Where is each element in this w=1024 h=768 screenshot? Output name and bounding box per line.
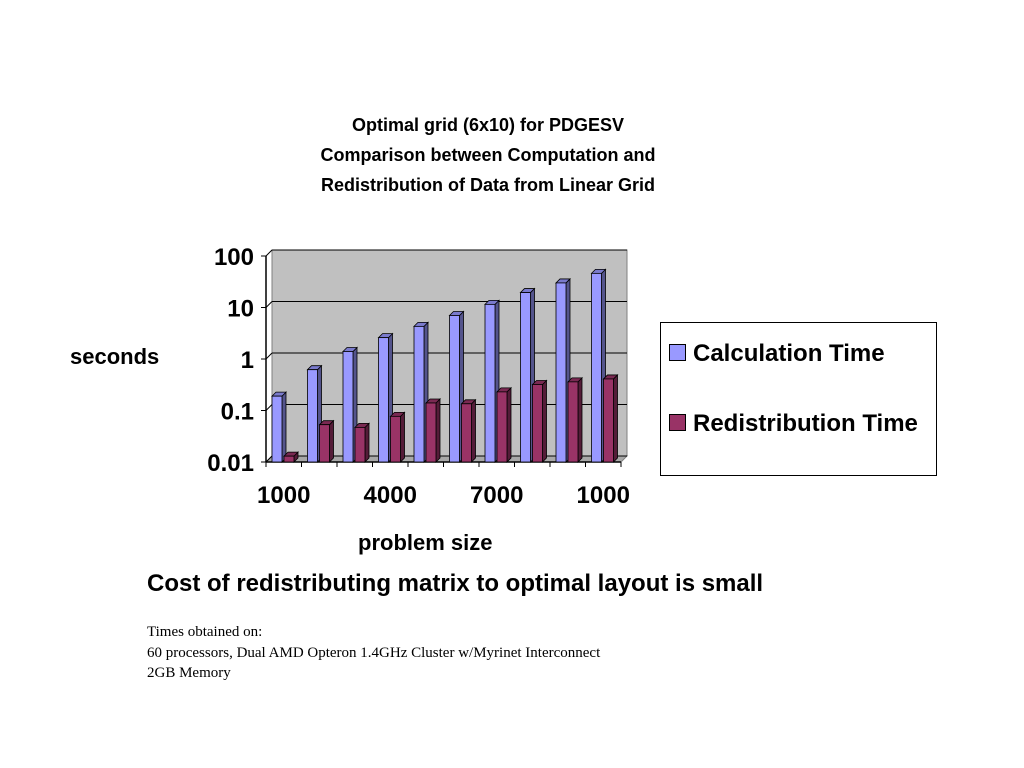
gridline-side: [265, 301, 273, 308]
calculation-bar: [591, 272, 602, 463]
legend-swatch-redistribution: [669, 414, 686, 431]
redistribution-bar: [319, 424, 330, 463]
legend: Calculation Time Redistribution Time: [660, 322, 937, 476]
calculation-bar-side: [281, 391, 287, 463]
chart-title-line-1: Optimal grid (6x10) for PDGESV: [351, 115, 625, 135]
redistribution-bar-side: [329, 419, 334, 463]
x-tick-label: 1000: [257, 482, 310, 509]
redistribution-bar: [461, 403, 472, 463]
redistribution-bar: [283, 455, 295, 463]
redistribution-bar: [603, 378, 614, 463]
redistribution-bar: [425, 402, 437, 463]
redistribution-bar: [354, 426, 366, 463]
calculation-bar: [378, 337, 389, 463]
calculation-bar: [449, 315, 460, 463]
redistribution-bar-side: [613, 373, 618, 463]
gridline-side: [265, 404, 273, 411]
x-tick-label: 1000: [577, 482, 630, 509]
y-tick-label: 1: [241, 347, 254, 374]
x-tick-label: 7000: [470, 482, 523, 509]
legend-swatch-calculation: [669, 344, 686, 361]
calculation-bar: [413, 325, 425, 463]
y-tick-label: 10: [227, 296, 254, 323]
redistribution-bar: [567, 381, 579, 463]
redistribution-bar-side: [364, 422, 370, 463]
redistribution-bar: [496, 391, 508, 463]
legend-label-redistribution: Redistribution Time: [693, 410, 918, 437]
legend-item-calculation: Calculation Time: [669, 337, 933, 371]
gridline-side: [265, 249, 273, 257]
calculation-bar: [555, 282, 567, 463]
calculation-bar: [484, 303, 496, 463]
headline: Cost of redistributing matrix to optimal…: [147, 570, 764, 597]
y-tick-label: 0.1: [221, 399, 254, 426]
redistribution-bar-side: [506, 386, 512, 463]
chart-title-line-2: Comparison between Computation and: [320, 145, 656, 165]
x-tick-label: 4000: [364, 482, 417, 509]
redistribution-bar-side: [577, 376, 583, 463]
redistribution-bar-side: [471, 398, 476, 463]
legend-label-calculation: Calculation Time: [693, 340, 885, 367]
redistribution-bar-side: [400, 411, 405, 463]
y-tick-label: 100: [214, 244, 254, 271]
redistribution-bar: [390, 415, 401, 463]
legend-item-redistribution: Redistribution Time: [669, 407, 933, 441]
note-line-3: 2GB Memory: [147, 665, 231, 681]
note-line-1: Times obtained on:: [147, 624, 263, 640]
gridline-side: [265, 352, 273, 360]
note-line-2: 60 processors, Dual AMD Opteron 1.4GHz C…: [147, 644, 601, 661]
y-tick-label: 0.01: [207, 450, 254, 477]
chart-title: Optimal grid (6x10) for PDGESV Compariso…: [230, 110, 746, 200]
x-axis-label: problem size: [358, 530, 493, 555]
calculation-bar: [342, 351, 354, 463]
y-axis-label: seconds: [70, 344, 160, 369]
redistribution-bar-side: [542, 379, 547, 463]
calculation-bar: [307, 369, 318, 463]
notes: Times obtained on: 60 processors, Dual A…: [147, 622, 600, 684]
calculation-bar: [520, 292, 531, 463]
redistribution-bar-side: [435, 398, 441, 463]
gridline-side: [265, 455, 273, 463]
calculation-bar: [271, 395, 283, 463]
redistribution-bar: [532, 384, 543, 463]
chart-title-line-3: Redistribution of Data from Linear Grid: [320, 175, 656, 195]
